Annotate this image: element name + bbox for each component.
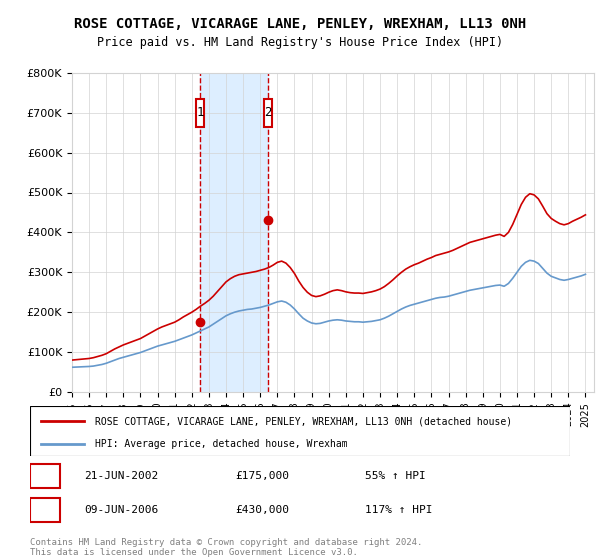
Text: 2: 2 xyxy=(264,106,272,119)
FancyBboxPatch shape xyxy=(196,99,204,127)
Text: 2: 2 xyxy=(41,503,49,516)
Bar xyxy=(200,73,268,392)
Text: Price paid vs. HM Land Registry's House Price Index (HPI): Price paid vs. HM Land Registry's House … xyxy=(97,36,503,49)
Text: £175,000: £175,000 xyxy=(235,471,289,481)
Text: 117% ↑ HPI: 117% ↑ HPI xyxy=(365,505,432,515)
Text: 55% ↑ HPI: 55% ↑ HPI xyxy=(365,471,425,481)
FancyBboxPatch shape xyxy=(30,497,60,522)
Text: £430,000: £430,000 xyxy=(235,505,289,515)
FancyBboxPatch shape xyxy=(30,464,60,488)
Text: HPI: Average price, detached house, Wrexham: HPI: Average price, detached house, Wrex… xyxy=(95,439,347,449)
Text: 09-JUN-2006: 09-JUN-2006 xyxy=(84,505,158,515)
Text: 1: 1 xyxy=(196,106,203,119)
FancyBboxPatch shape xyxy=(30,406,570,456)
FancyBboxPatch shape xyxy=(263,99,272,127)
Text: 1: 1 xyxy=(41,469,49,483)
Text: ROSE COTTAGE, VICARAGE LANE, PENLEY, WREXHAM, LL13 0NH (detached house): ROSE COTTAGE, VICARAGE LANE, PENLEY, WRE… xyxy=(95,416,512,426)
Text: ROSE COTTAGE, VICARAGE LANE, PENLEY, WREXHAM, LL13 0NH: ROSE COTTAGE, VICARAGE LANE, PENLEY, WRE… xyxy=(74,17,526,31)
Text: 21-JUN-2002: 21-JUN-2002 xyxy=(84,471,158,481)
Text: Contains HM Land Registry data © Crown copyright and database right 2024.
This d: Contains HM Land Registry data © Crown c… xyxy=(30,538,422,557)
